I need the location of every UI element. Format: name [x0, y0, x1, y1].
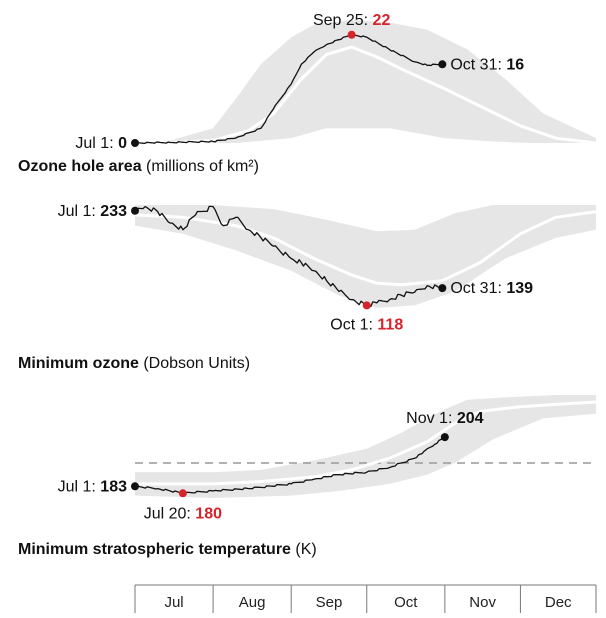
annotation-label: Jul 20: 180 [144, 505, 222, 522]
annotation-dot [131, 139, 139, 147]
annotation-value: 16 [506, 56, 524, 73]
x-axis: Jul Aug Sep Oct Nov Dec [134, 584, 597, 613]
annotation-label: Jul 1: 183 [58, 478, 127, 495]
range-band [135, 395, 596, 498]
annotation-dot [131, 206, 139, 215]
title-minimum-ozone: Minimum ozone (Dobson Units) [18, 355, 250, 372]
title-ozone-hole-area: Ozone hole area (millions of km²) [18, 158, 259, 175]
annotation-value: 204 [457, 410, 484, 427]
annotation-label: Jul 1: 233 [58, 203, 127, 220]
panel-minimum-ozone: Jul 1: 233 Oct 1: 118 Oct 31: 139 [58, 203, 597, 333]
annotation-value: 233 [100, 203, 127, 220]
annotation-label: Oct 1: 118 [330, 316, 403, 333]
annotation-date: Jul 20: [144, 505, 196, 522]
annotation-value: 139 [506, 280, 533, 297]
annotation-value: 22 [373, 12, 391, 29]
panel-titles: Ozone hole area (millions of km²) Minimu… [18, 158, 317, 558]
annotation-value: 180 [195, 505, 222, 522]
annotation-label: Oct 31: 139 [450, 280, 533, 297]
annotation-date: Nov 1: [406, 410, 457, 427]
current-line [134, 33, 443, 145]
annotation-dot [347, 30, 356, 39]
annotation-value: 183 [100, 478, 127, 495]
annotation-value: 0 [118, 135, 127, 152]
annotation-dot [440, 433, 449, 442]
title-minimum-temperature: Minimum stratospheric temperature (K) [18, 541, 317, 558]
current-line [134, 205, 443, 308]
annotation-dot [362, 301, 371, 310]
annotation-label: Sep 25: 22 [313, 12, 391, 29]
annotation-dot [178, 489, 187, 498]
x-tick-label: Dec [545, 594, 572, 611]
annotation-value: 118 [377, 316, 403, 333]
x-tick-label: Oct [394, 594, 418, 611]
range-band [135, 20, 596, 143]
annotation-dot [131, 482, 139, 491]
x-tick-label: Jul [164, 594, 183, 611]
annotation-date: Jul 1: [58, 478, 101, 495]
x-tick-label: Aug [239, 594, 266, 611]
annotation-date: Oct 1: [330, 316, 377, 333]
panel-minimum-temperature: Jul 1: 183 Jul 20: 180 Nov 1: 204 [58, 395, 597, 522]
annotation-label: Jul 1: 0 [75, 135, 127, 152]
x-tick-label: Nov [469, 594, 496, 611]
average-line [134, 45, 597, 145]
annotation-date: Oct 31: [450, 56, 506, 73]
panel-ozone-hole-area: Jul 1: 0 Sep 25: 22 Oct 31: 16 [75, 12, 597, 152]
annotation-date: Oct 31: [450, 280, 506, 297]
average-line [134, 210, 597, 287]
annotation-dot [438, 284, 447, 293]
annotation-label: Nov 1: 204 [406, 410, 483, 427]
current-line [134, 436, 446, 495]
x-tick-label: Sep [316, 594, 343, 611]
annotation-date: Jul 1: [58, 203, 101, 220]
annotation-label: Oct 31: 16 [450, 56, 524, 73]
annotation-date: Sep 25: [313, 12, 373, 29]
annotation-dot [438, 60, 447, 69]
annotation-date: Jul 1: [75, 135, 118, 152]
average-line [135, 400, 597, 486]
